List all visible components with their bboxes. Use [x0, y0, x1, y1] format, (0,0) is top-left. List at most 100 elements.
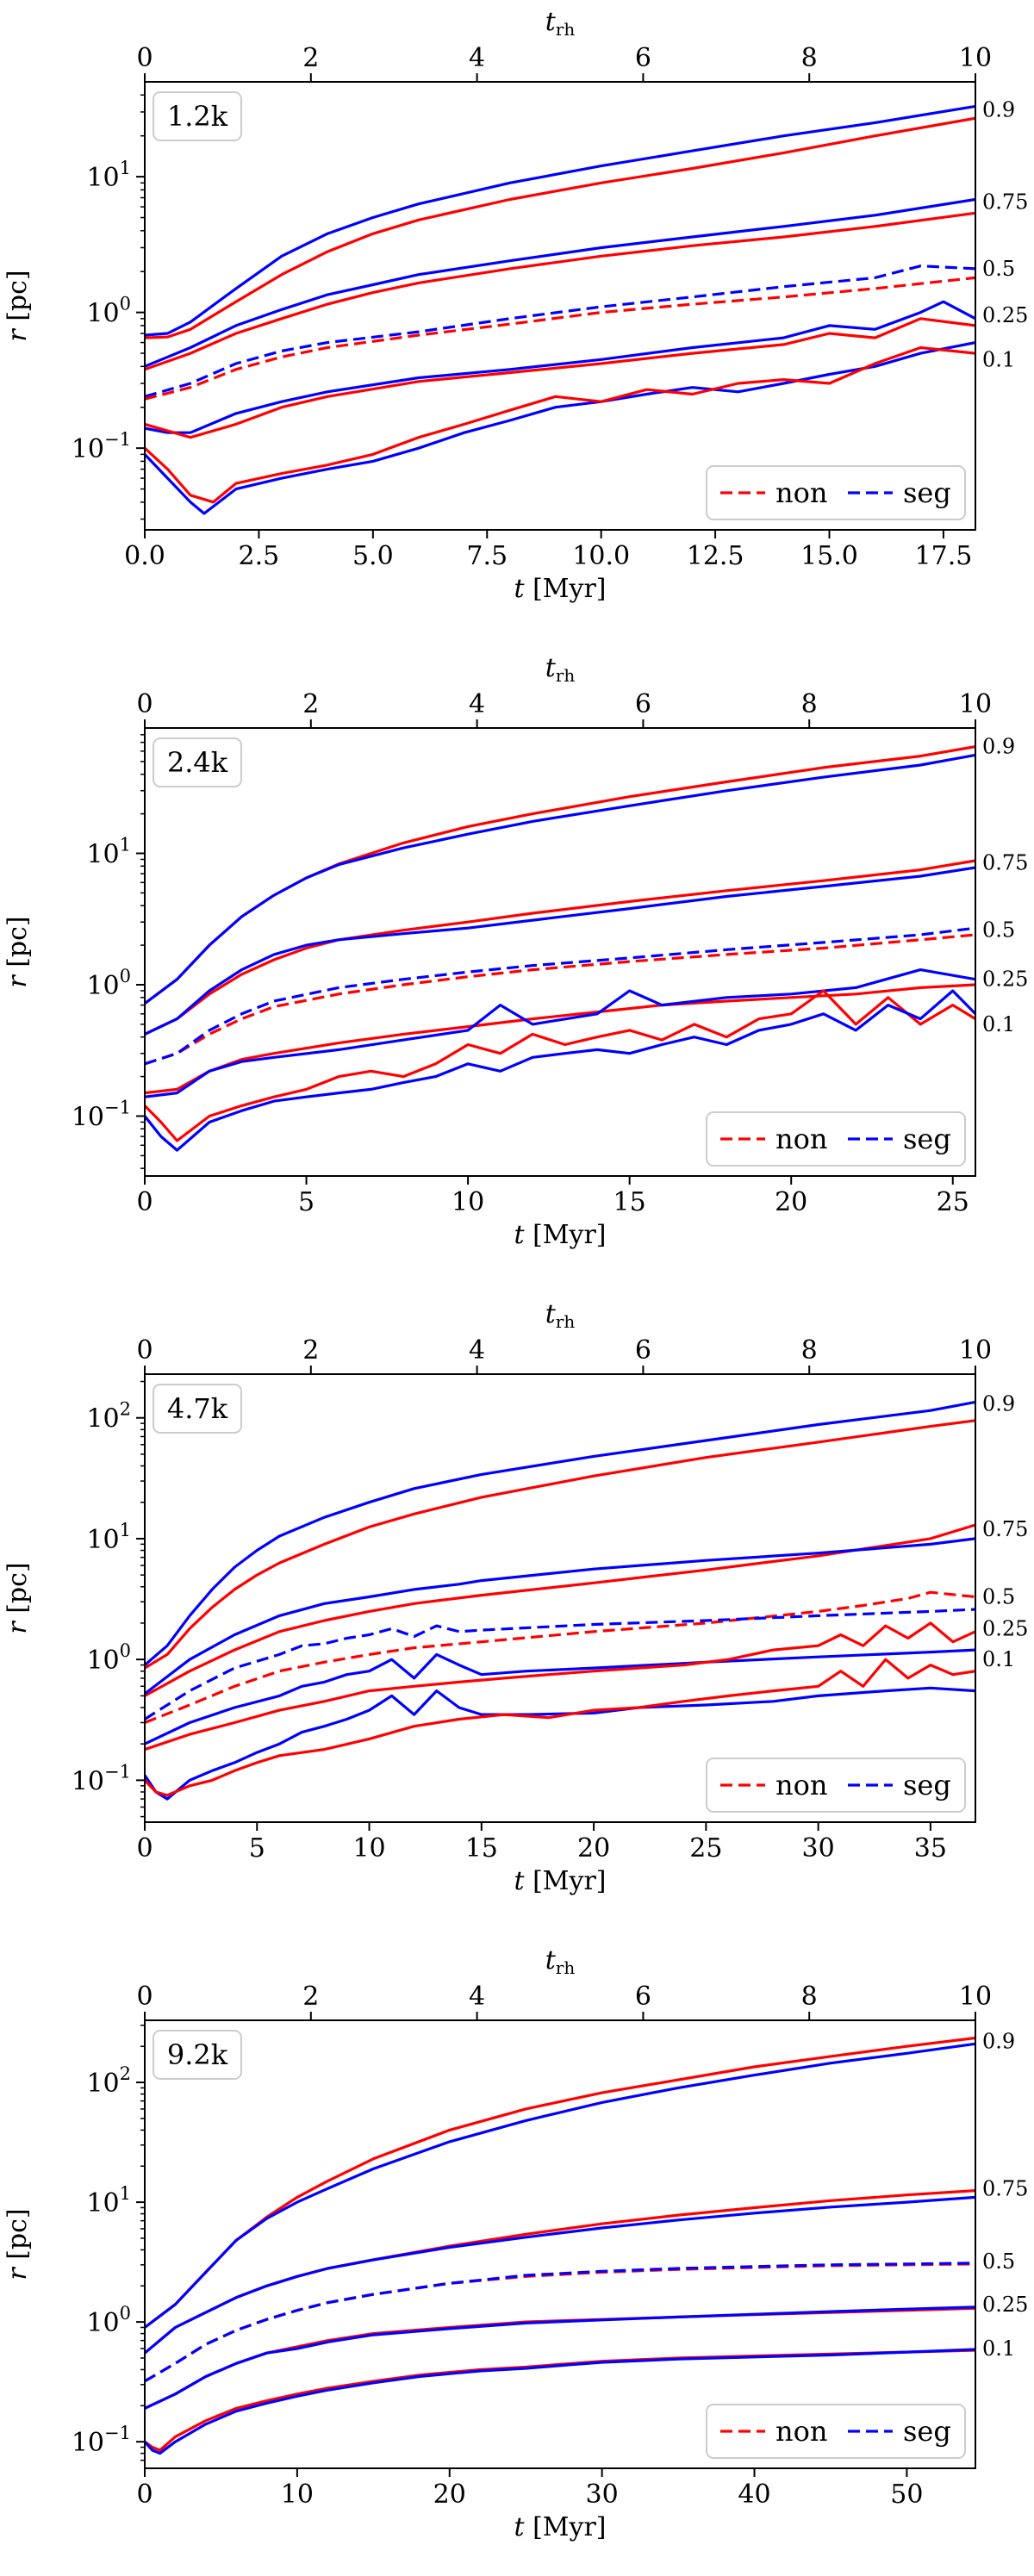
plot-frame	[144, 1373, 976, 1823]
y-tick-label: 101	[86, 158, 131, 193]
top-tick-label: 2	[302, 1335, 319, 1366]
x-tick-label: 20	[775, 1187, 807, 1217]
series-line-7	[145, 317, 975, 439]
x-tick-label: 17.5	[915, 541, 973, 571]
top-tick-label: 10	[959, 1982, 992, 2012]
y-tick-label: 102	[86, 2063, 131, 2099]
fraction-label: 0.1	[982, 2336, 1015, 2361]
series-line-1	[145, 753, 975, 1005]
series-line-3	[145, 211, 975, 371]
top-tick-label: 6	[635, 43, 651, 73]
x-tick-label: 2.5	[239, 541, 280, 571]
fraction-label: 0.9	[982, 98, 1015, 122]
x-tick-label: 0	[136, 1833, 153, 1864]
x-tick-label: 30	[586, 2480, 619, 2510]
top-tick-label: 4	[469, 1335, 485, 1366]
series-line-3	[145, 1537, 975, 1696]
x-tick-label: 12.5	[687, 541, 744, 571]
x-tick-label: 50	[890, 2480, 923, 2510]
series-line-8	[145, 341, 975, 515]
fraction-label: 0.9	[982, 1392, 1015, 1416]
fraction-label: 0.25	[982, 2293, 1028, 2317]
y-tick-label: 100	[86, 1640, 131, 1676]
y-tick-label: 102	[86, 1399, 131, 1434]
x-tick-label: 7.5	[466, 541, 508, 571]
series-line-6	[145, 983, 975, 1095]
series-line-8	[145, 989, 975, 1142]
top-tick-label: 8	[801, 689, 818, 719]
top-tick-label: 6	[635, 1982, 651, 2012]
top-tick-label: 6	[635, 689, 651, 719]
top-tick-label: 0	[136, 689, 153, 719]
fraction-label: 0.9	[982, 735, 1015, 759]
y-tick-label: 100	[86, 294, 131, 329]
panel-2: 0 5 10 15 20 25 30 35 t [Myr] 0 2 4 6 8 10 trh 10−1 100 10…	[3, 1299, 1028, 1896]
fraction-label: 0.9	[982, 2029, 1015, 2053]
top-axis-label: trh	[545, 7, 576, 40]
plot-frame	[144, 727, 976, 1177]
legend-label-non: non	[776, 476, 827, 509]
series-line-0	[145, 1400, 975, 1666]
x-tick-label: 5.0	[352, 541, 394, 571]
y-tick-label: 10−1	[72, 1097, 131, 1132]
top-tick-label: 2	[302, 1982, 319, 2012]
y-tick-label: 10−1	[72, 429, 131, 464]
top-tick-label: 2	[302, 43, 319, 73]
top-tick-label: 0	[136, 43, 153, 73]
series-group	[145, 745, 975, 1152]
x-tick-label: 15	[465, 1833, 498, 1864]
series-line-8	[145, 1686, 975, 1801]
top-tick-label: 10	[959, 689, 992, 719]
panel-1: 0 5 10 15 20 25 t [Myr] 0 2 4 6 8 10 trh 10−1 100 101 r […	[3, 653, 1028, 1250]
legend-label-seg: seg	[903, 2415, 951, 2448]
series-line-5	[145, 276, 975, 401]
x-tick-label: 30	[802, 1833, 835, 1864]
series-line-7	[145, 2305, 975, 2410]
legend-label-non: non	[776, 1769, 827, 1801]
x-tick-label: 40	[738, 2480, 770, 2510]
panel-0: 0.0 2.5 5.0 7.5 10.0 12.5 15.0 17.5 t [Myr] 0 2 4 6 8…	[3, 7, 1028, 604]
legend-label-non: non	[776, 1123, 827, 1155]
x-tick-label: 25	[937, 1187, 969, 1217]
fraction-label: 0.25	[982, 968, 1028, 992]
series-line-7	[145, 968, 975, 1098]
fraction-label: 0.5	[982, 918, 1015, 943]
x-tick-label: 15.0	[800, 541, 858, 571]
series-line-9	[145, 2348, 975, 2455]
top-tick-label: 0	[136, 1335, 153, 1366]
series-line-5	[145, 1608, 975, 1720]
legend: non seg	[706, 2404, 966, 2459]
top-axis-label: trh	[545, 1945, 576, 1978]
series-line-9	[145, 1658, 975, 1797]
series-line-2	[145, 197, 975, 368]
series-line-1	[145, 1419, 975, 1670]
series-group	[145, 104, 975, 515]
top-axis-label: trh	[545, 653, 576, 686]
series-group	[145, 2036, 975, 2455]
fraction-label: 0.5	[982, 2249, 1015, 2274]
series-line-6	[145, 300, 975, 434]
x-tick-label: 15	[614, 1187, 646, 1217]
x-tick-label: 25	[689, 1833, 722, 1864]
x-tick-label: 5	[298, 1187, 315, 1217]
fraction-label: 0.1	[982, 1647, 1015, 1671]
y-tick-label: 100	[86, 966, 131, 1001]
series-line-3	[145, 2195, 975, 2355]
fraction-label: 0.25	[982, 303, 1028, 327]
x-tick-label: 0	[136, 1187, 153, 1217]
panel-3: 0 10 20 30 40 50 t [Myr] 0 2 4 6 8 10 trh 10−1 100 101 10…	[3, 1945, 1028, 2542]
y-tick-label: 10−1	[72, 1761, 131, 1796]
x-tick-label: 0.0	[124, 541, 165, 571]
x-tick-label: 10	[352, 1833, 385, 1864]
svg-text:1.2k: 1.2k	[167, 100, 228, 133]
fraction-label: 0.25	[982, 1616, 1028, 1640]
legend-label-non: non	[776, 2415, 827, 2448]
x-axis-label: t [Myr]	[514, 574, 606, 604]
top-tick-label: 10	[959, 1335, 992, 1366]
y-tick-label: 101	[86, 835, 131, 870]
top-tick-label: 8	[801, 43, 818, 73]
panel-label: 4.7k	[153, 1384, 242, 1434]
svg-text:9.2k: 9.2k	[167, 2038, 228, 2071]
x-axis-label: t [Myr]	[514, 1866, 606, 1896]
top-tick-label: 4	[469, 689, 485, 719]
